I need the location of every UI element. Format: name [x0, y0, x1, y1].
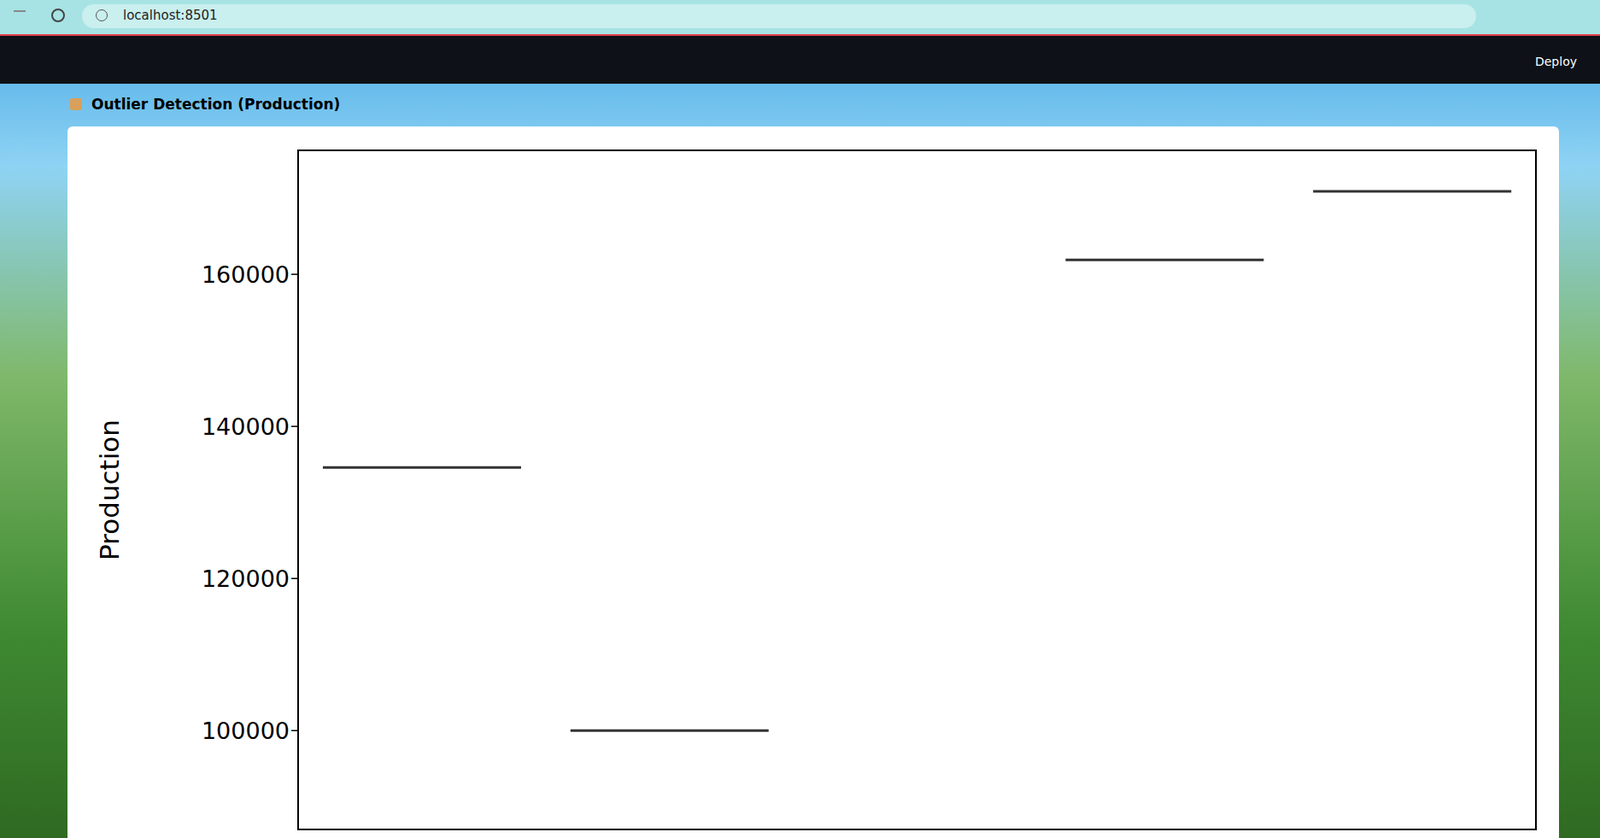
- html-text:Outlier Detection (Production): Outlier Detection (Production): [91, 95, 341, 113]
- svg-text:140000: 140000: [201, 413, 290, 440]
- html-text:localhost:8501: localhost:8501: [123, 7, 218, 24]
- svg-text:Production: Production: [93, 419, 125, 561]
- svg-text:120000: 120000: [201, 565, 290, 592]
- html-text:Deploy: Deploy: [1535, 54, 1577, 69]
- svg-text:160000: 160000: [201, 261, 290, 288]
- svg-text:100000: 100000: [201, 717, 290, 745]
